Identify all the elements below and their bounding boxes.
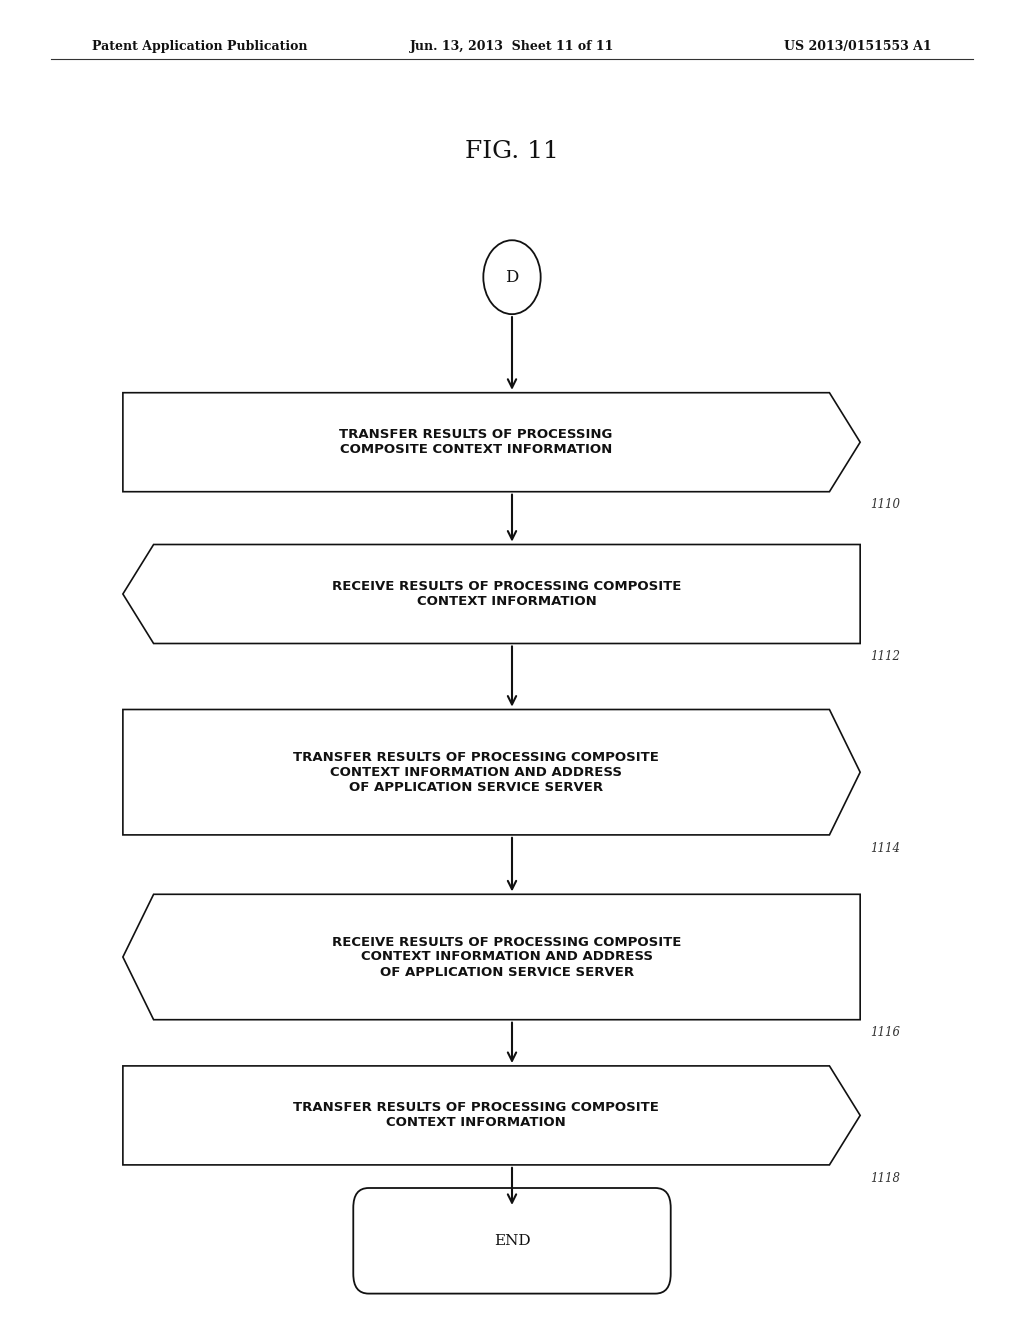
Text: 1110: 1110 — [870, 498, 900, 511]
Text: 1118: 1118 — [870, 1172, 900, 1184]
Text: FIG. 11: FIG. 11 — [465, 140, 559, 164]
Text: D: D — [505, 269, 519, 285]
Text: 1114: 1114 — [870, 842, 900, 854]
Text: RECEIVE RESULTS OF PROCESSING COMPOSITE
CONTEXT INFORMATION AND ADDRESS
OF APPLI: RECEIVE RESULTS OF PROCESSING COMPOSITE … — [332, 936, 682, 978]
Text: TRANSFER RESULTS OF PROCESSING COMPOSITE
CONTEXT INFORMATION: TRANSFER RESULTS OF PROCESSING COMPOSITE… — [293, 1101, 659, 1130]
Text: TRANSFER RESULTS OF PROCESSING
COMPOSITE CONTEXT INFORMATION: TRANSFER RESULTS OF PROCESSING COMPOSITE… — [340, 428, 612, 457]
Text: Jun. 13, 2013  Sheet 11 of 11: Jun. 13, 2013 Sheet 11 of 11 — [410, 40, 614, 53]
Text: Patent Application Publication: Patent Application Publication — [92, 40, 307, 53]
Text: US 2013/0151553 A1: US 2013/0151553 A1 — [784, 40, 932, 53]
Text: RECEIVE RESULTS OF PROCESSING COMPOSITE
CONTEXT INFORMATION: RECEIVE RESULTS OF PROCESSING COMPOSITE … — [332, 579, 682, 609]
Text: END: END — [494, 1234, 530, 1247]
Text: 1116: 1116 — [870, 1027, 900, 1039]
Text: TRANSFER RESULTS OF PROCESSING COMPOSITE
CONTEXT INFORMATION AND ADDRESS
OF APPL: TRANSFER RESULTS OF PROCESSING COMPOSITE… — [293, 751, 659, 793]
Text: 1112: 1112 — [870, 649, 900, 663]
